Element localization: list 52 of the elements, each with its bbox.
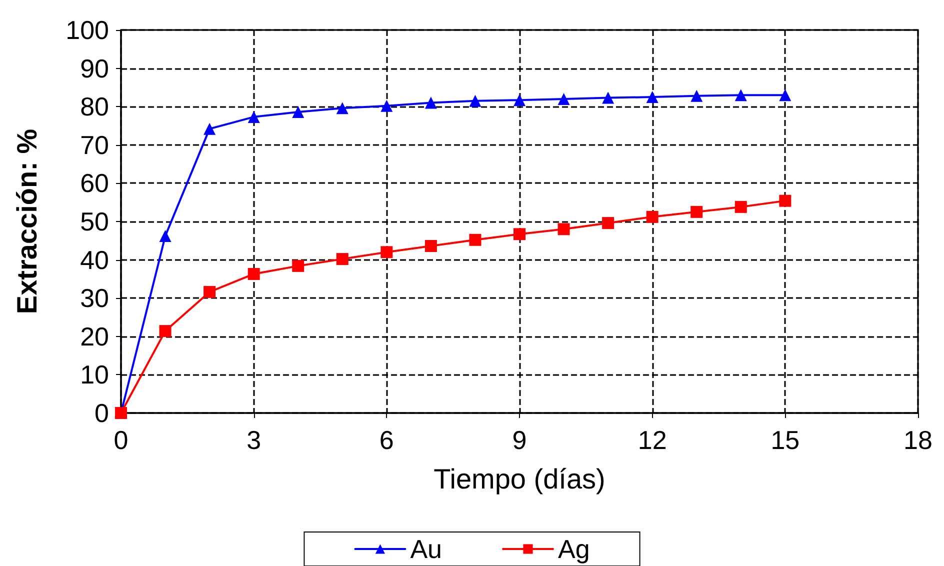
point (558, 223, 570, 236)
point (779, 89, 792, 102)
point (336, 253, 348, 266)
y-tick-label: 40 (80, 244, 109, 275)
point (690, 206, 703, 218)
point (292, 106, 304, 118)
x-tick-label: 9 (512, 425, 527, 455)
y-tick-label: 70 (80, 130, 109, 160)
y-tick-label: 0 (94, 398, 109, 428)
x-tick-label: 3 (246, 425, 262, 455)
x-axis-title: Tiempo (días) (434, 464, 606, 494)
point (204, 286, 216, 298)
point (159, 325, 172, 338)
point (646, 91, 658, 104)
y-tick-label: 10 (80, 360, 109, 390)
point (469, 234, 482, 246)
x-tick-label: 6 (379, 425, 394, 455)
y-axis-title: Extracción: % (12, 128, 42, 314)
point (514, 94, 526, 106)
point (646, 210, 658, 223)
point (248, 268, 260, 280)
x-tick-label: 15 (770, 425, 800, 455)
y-tick-label: 20 (80, 321, 109, 352)
y-tick-label: 60 (80, 168, 109, 198)
point (734, 200, 747, 213)
point (380, 100, 393, 112)
y-tick-label: 100 (66, 15, 109, 45)
y-tick-label: 80 (80, 92, 109, 122)
point (248, 110, 260, 123)
point (159, 230, 172, 242)
point (514, 228, 526, 240)
point (292, 260, 304, 272)
point (558, 92, 570, 105)
point (690, 90, 703, 102)
point (424, 240, 437, 252)
point (424, 96, 437, 109)
y-tick-label: 90 (80, 53, 109, 84)
point (602, 92, 614, 104)
legend-label: Ag (558, 534, 590, 564)
y-tick-label: 50 (80, 206, 109, 236)
legend-label: Au (410, 534, 442, 564)
x-tick-label: 18 (904, 425, 932, 455)
x-tick-label: 12 (638, 425, 667, 455)
point (602, 217, 614, 230)
point (380, 246, 393, 258)
point (336, 102, 348, 114)
point (734, 89, 747, 102)
point (469, 94, 482, 107)
point (779, 194, 792, 207)
y-tick-label: 30 (80, 283, 109, 314)
point (204, 122, 216, 135)
x-tick-label: 0 (114, 425, 128, 455)
